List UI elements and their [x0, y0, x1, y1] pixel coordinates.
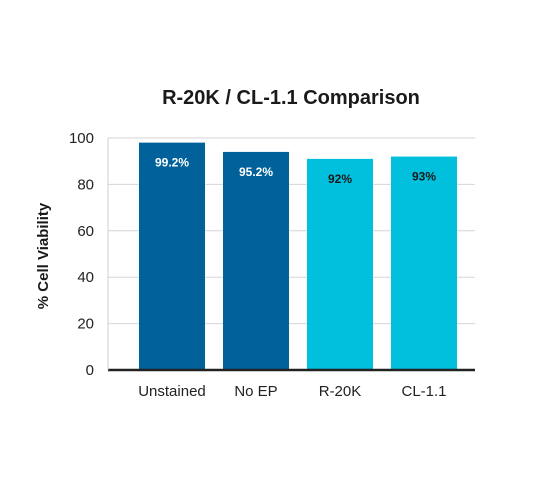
y-axis-label: % Cell Viability [35, 202, 52, 309]
x-tick-label: CL-1.1 [401, 383, 446, 400]
y-tick-label: 80 [77, 176, 94, 193]
bars: 99.2% 95.2% 92% 93% [139, 142, 457, 370]
x-axis-ticks: Unstained No EP R-20K CL-1.1 [138, 383, 446, 400]
y-tick-label: 20 [77, 316, 94, 333]
bar-cl-1-1 [391, 156, 457, 370]
x-tick-label: No EP [234, 383, 277, 400]
y-axis-ticks: 0 20 40 60 80 100 [69, 130, 94, 379]
y-tick-label: 0 [86, 362, 94, 379]
bar-no-ep [223, 151, 289, 370]
bar-unstained [139, 142, 205, 370]
y-tick-label: 100 [69, 130, 94, 147]
data-label: 99.2% [155, 156, 189, 170]
x-tick-label: Unstained [138, 383, 206, 400]
bar-r-20k [307, 158, 373, 370]
data-label: 93% [412, 170, 436, 184]
y-tick-label: 60 [77, 223, 94, 240]
y-tick-label: 40 [77, 269, 94, 286]
data-label: 95.2% [239, 165, 273, 179]
data-label: 92% [328, 172, 352, 186]
x-tick-label: R-20K [319, 383, 362, 400]
chart-title: R-20K / CL-1.1 Comparison [162, 87, 420, 109]
